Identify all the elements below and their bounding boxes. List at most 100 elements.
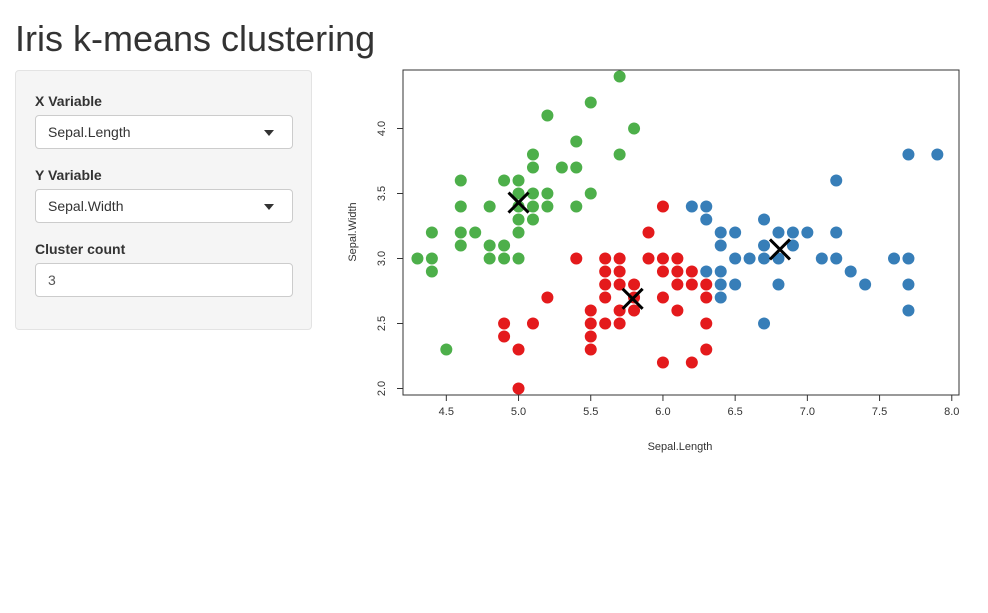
chevron-down-icon: [264, 204, 274, 210]
data-point: [541, 291, 554, 304]
data-point: [671, 265, 684, 278]
data-point: [628, 304, 641, 317]
data-point: [700, 200, 713, 213]
data-point: [671, 252, 684, 265]
data-point: [685, 278, 698, 291]
data-point: [902, 304, 915, 317]
data-point: [483, 200, 496, 213]
data-point: [599, 252, 612, 265]
y-variable-value: Sepal.Width: [48, 198, 124, 214]
data-points: [411, 70, 944, 395]
data-point: [729, 252, 742, 265]
data-point: [498, 317, 511, 330]
data-point: [786, 226, 799, 239]
x-variable-select[interactable]: Sepal.Length: [35, 115, 293, 149]
data-point: [469, 226, 482, 239]
data-point: [656, 252, 669, 265]
data-point: [902, 278, 915, 291]
data-point: [454, 174, 467, 187]
data-point: [512, 187, 525, 200]
data-point: [685, 265, 698, 278]
data-point: [498, 252, 511, 265]
plot-frame: [402, 69, 960, 396]
data-point: [844, 265, 857, 278]
data-point: [454, 239, 467, 252]
data-point: [512, 213, 525, 226]
data-point: [642, 252, 655, 265]
chevron-down-icon: [264, 130, 274, 136]
data-point: [714, 239, 727, 252]
data-point: [498, 174, 511, 187]
data-point: [584, 187, 597, 200]
data-point: [613, 265, 626, 278]
data-point: [425, 265, 438, 278]
x-tick-label: 7.0: [800, 406, 815, 418]
data-point: [902, 148, 915, 161]
y-tick-label: 3.0: [376, 251, 388, 266]
data-point: [411, 252, 424, 265]
data-point: [483, 252, 496, 265]
data-point: [700, 317, 713, 330]
data-point: [758, 239, 771, 252]
data-point: [613, 278, 626, 291]
cluster-count-label: Cluster count: [35, 241, 126, 257]
data-point: [714, 265, 727, 278]
data-point: [613, 70, 626, 83]
x-tick-label: 4.5: [439, 406, 454, 418]
cluster-centers: [507, 191, 791, 310]
data-point: [570, 161, 583, 174]
y-axis-label: Sepal.Width: [347, 202, 359, 261]
data-point: [656, 265, 669, 278]
data-point: [584, 330, 597, 343]
data-point: [685, 356, 698, 369]
x-variable-label: X Variable: [35, 93, 102, 109]
data-point: [671, 304, 684, 317]
data-point: [570, 135, 583, 148]
data-point: [512, 226, 525, 239]
y-tick-label: 3.5: [376, 186, 388, 201]
x-tick-label: 6.0: [655, 406, 670, 418]
data-point: [512, 382, 525, 395]
y-variable-select[interactable]: Sepal.Width: [35, 189, 293, 223]
data-point: [584, 96, 597, 109]
data-point: [425, 226, 438, 239]
data-point: [599, 291, 612, 304]
data-point: [830, 252, 843, 265]
data-point: [700, 213, 713, 226]
data-point: [526, 200, 539, 213]
x-tick-label: 5.0: [511, 406, 526, 418]
data-point: [714, 278, 727, 291]
data-point: [498, 330, 511, 343]
data-point: [656, 200, 669, 213]
data-point: [599, 278, 612, 291]
x-tick-label: 6.5: [728, 406, 743, 418]
data-point: [599, 317, 612, 330]
x-variable-value: Sepal.Length: [48, 124, 131, 140]
data-point: [758, 252, 771, 265]
data-point: [555, 161, 568, 174]
data-point: [700, 265, 713, 278]
data-point: [801, 226, 814, 239]
data-point: [526, 213, 539, 226]
data-point: [714, 291, 727, 304]
x-axis-label: Sepal.Length: [648, 441, 713, 453]
x-tick-label: 7.5: [872, 406, 887, 418]
data-point: [700, 343, 713, 356]
cluster-center-marker: [621, 287, 644, 310]
y-variable-label: Y Variable: [35, 167, 102, 183]
data-point: [483, 239, 496, 252]
data-point: [613, 148, 626, 161]
cluster-count-input[interactable]: [35, 263, 293, 297]
data-point: [541, 187, 554, 200]
data-point: [512, 252, 525, 265]
data-point: [584, 304, 597, 317]
data-point: [859, 278, 872, 291]
data-point: [772, 226, 785, 239]
cluster-center-marker: [768, 238, 791, 261]
data-point: [526, 317, 539, 330]
data-point: [628, 278, 641, 291]
data-point: [888, 252, 901, 265]
data-point: [700, 278, 713, 291]
cluster-center-marker: [507, 191, 530, 214]
data-point: [454, 200, 467, 213]
